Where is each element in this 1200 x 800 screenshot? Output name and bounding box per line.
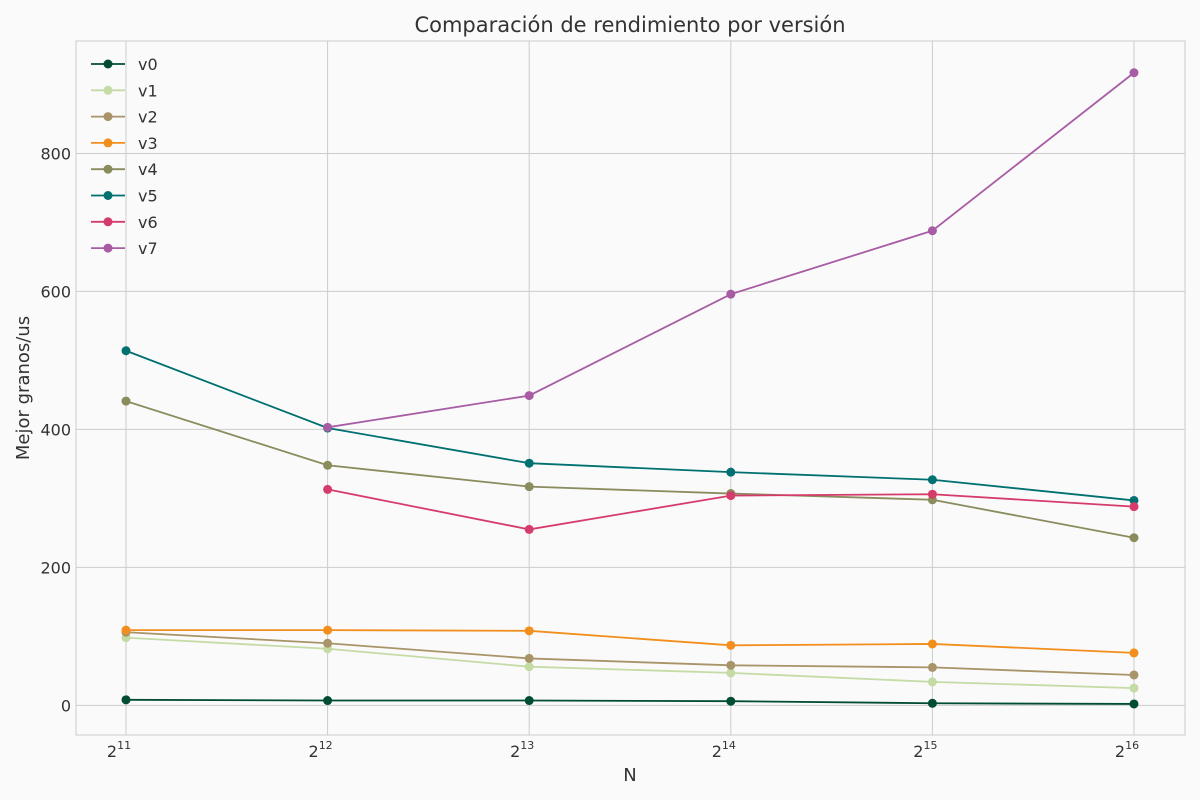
legend-label: v1 bbox=[138, 81, 158, 100]
series-line bbox=[125, 349, 1135, 502]
data-point bbox=[1129, 533, 1139, 543]
legend-marker bbox=[103, 191, 113, 200]
data-point bbox=[927, 662, 937, 672]
legend-item: v6 bbox=[91, 213, 158, 232]
x-tick-label: 211 bbox=[107, 739, 131, 761]
data-point bbox=[524, 482, 534, 492]
data-point bbox=[524, 662, 534, 672]
legend-item: v2 bbox=[91, 108, 158, 127]
data-point bbox=[726, 491, 736, 501]
series-lines bbox=[121, 68, 1139, 709]
legend-label: v7 bbox=[138, 239, 158, 258]
data-point bbox=[121, 346, 131, 356]
series-v6 bbox=[323, 484, 1139, 534]
legend-label: v4 bbox=[138, 160, 158, 179]
data-point bbox=[1129, 68, 1139, 78]
series-v4 bbox=[121, 396, 1139, 543]
chart-title: Comparación de rendimiento por versión bbox=[414, 13, 845, 37]
series-v2 bbox=[121, 627, 1139, 680]
data-point bbox=[1129, 495, 1139, 505]
data-point bbox=[524, 524, 534, 534]
legend: v0 v1 v2 v3 v4 v5 v6 v7 bbox=[91, 55, 158, 258]
y-tick-label: 200 bbox=[40, 558, 71, 577]
y-tick-label: 600 bbox=[40, 282, 71, 301]
x-tick-label: 214 bbox=[712, 739, 736, 761]
data-point bbox=[121, 625, 131, 635]
series-v7 bbox=[323, 68, 1139, 432]
data-point bbox=[726, 467, 736, 477]
data-point bbox=[927, 475, 937, 485]
legend-label: v0 bbox=[138, 55, 158, 74]
data-point bbox=[1129, 670, 1139, 680]
data-point bbox=[1129, 699, 1139, 709]
data-point bbox=[121, 396, 131, 406]
data-point bbox=[323, 422, 333, 432]
y-tick-label: 0 bbox=[61, 696, 71, 715]
data-point bbox=[323, 696, 333, 706]
legend-marker bbox=[103, 138, 113, 148]
series-v5 bbox=[121, 346, 1139, 505]
grid bbox=[76, 41, 1185, 735]
data-point bbox=[1129, 648, 1139, 658]
data-point bbox=[726, 668, 736, 678]
data-point bbox=[524, 458, 534, 468]
legend-marker bbox=[103, 217, 113, 227]
x-axis-ticks: 211 212 213 214 215 216 bbox=[107, 739, 1139, 761]
legend-label: v6 bbox=[138, 213, 158, 232]
legend-item: v5 bbox=[91, 187, 158, 206]
series-line bbox=[125, 400, 1135, 539]
data-point bbox=[726, 660, 736, 670]
data-point bbox=[323, 638, 333, 648]
data-point bbox=[726, 696, 736, 706]
x-tick-label: 215 bbox=[913, 739, 937, 761]
plot-frame bbox=[75, 40, 1186, 736]
legend-item: v7 bbox=[91, 239, 158, 258]
legend-marker bbox=[103, 112, 113, 122]
legend-label: v3 bbox=[138, 134, 158, 153]
y-axis-label: Mejor granos/us bbox=[13, 316, 34, 460]
data-point bbox=[726, 640, 736, 650]
data-point bbox=[927, 639, 937, 649]
data-point bbox=[323, 484, 333, 494]
legend-marker bbox=[103, 59, 113, 69]
x-tick-label: 216 bbox=[1115, 739, 1139, 761]
data-point bbox=[726, 289, 736, 299]
legend-label: v2 bbox=[138, 108, 158, 127]
legend-item: v3 bbox=[91, 134, 158, 153]
data-point bbox=[524, 653, 534, 663]
series-line bbox=[125, 636, 1135, 689]
series-v3 bbox=[121, 625, 1139, 658]
y-tick-label: 400 bbox=[40, 420, 71, 439]
data-point bbox=[524, 391, 534, 401]
data-point bbox=[323, 625, 333, 635]
data-point bbox=[927, 698, 937, 708]
series-line bbox=[125, 698, 1135, 705]
x-tick-label: 212 bbox=[309, 739, 333, 761]
data-point bbox=[524, 696, 534, 706]
data-point bbox=[323, 460, 333, 470]
legend-marker bbox=[103, 243, 113, 253]
data-point bbox=[927, 677, 937, 687]
legend-label: v5 bbox=[138, 187, 158, 206]
data-point bbox=[1129, 683, 1139, 693]
data-point bbox=[927, 489, 937, 499]
legend-marker bbox=[103, 164, 113, 174]
y-tick-label: 800 bbox=[40, 144, 71, 163]
series-line bbox=[125, 631, 1135, 676]
series-v1 bbox=[121, 633, 1139, 693]
legend-item: v0 bbox=[91, 55, 158, 74]
data-point bbox=[524, 626, 534, 636]
series-v0 bbox=[121, 695, 1139, 709]
x-tick-label: 213 bbox=[510, 739, 534, 761]
x-axis-label: N bbox=[623, 765, 636, 786]
data-point bbox=[121, 695, 131, 705]
legend-item: v1 bbox=[91, 81, 158, 100]
data-point bbox=[927, 226, 937, 236]
legend-marker bbox=[103, 85, 113, 95]
data-point bbox=[1129, 502, 1139, 512]
series-line bbox=[126, 629, 1135, 654]
legend-item: v4 bbox=[91, 160, 158, 179]
y-axis-ticks: 0 200 400 600 800 bbox=[40, 144, 71, 715]
